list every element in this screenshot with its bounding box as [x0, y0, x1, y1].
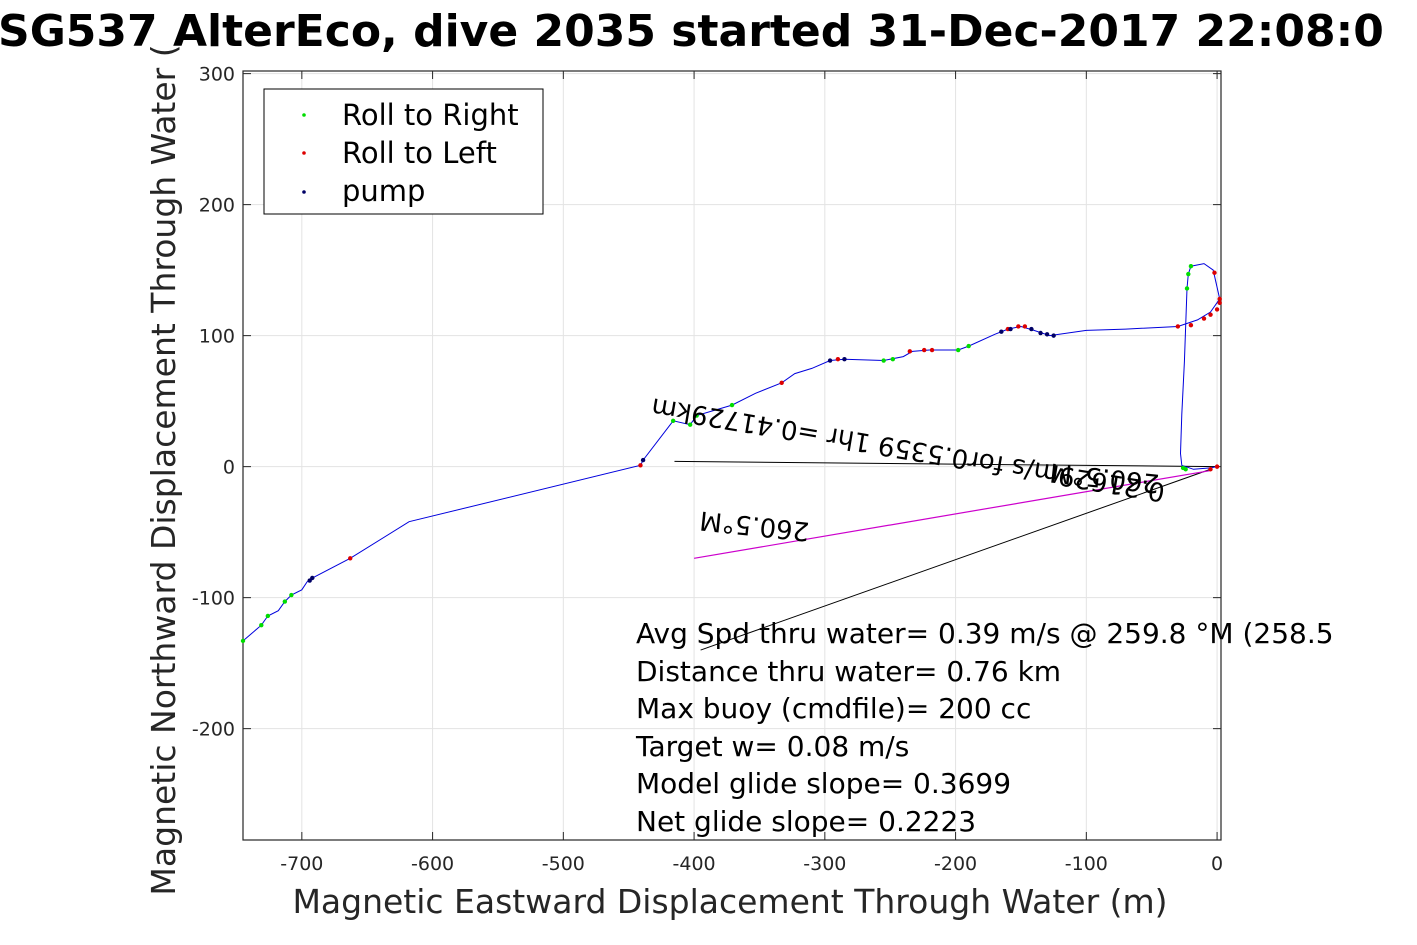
roll-left-point — [1212, 270, 1217, 275]
roll-left-point — [1175, 324, 1181, 329]
pump-point — [1038, 330, 1043, 336]
x-tick-label: -400 — [673, 853, 716, 875]
plot-area — [240, 263, 1222, 651]
legend-marker-pump — [302, 190, 306, 194]
pump-point — [999, 329, 1004, 334]
roll-left-point — [1022, 324, 1028, 329]
roll-right-point — [265, 613, 271, 619]
roll-left-point — [1214, 307, 1220, 312]
x-tick-label: -200 — [934, 853, 977, 875]
roll-right-point — [259, 622, 264, 628]
roll-left-point — [1208, 467, 1213, 472]
roll-right-point — [729, 402, 735, 408]
legend-box — [263, 88, 544, 215]
stat-net-glide: Net glide slope= 0.2223 — [636, 805, 976, 838]
legend-label-roll-right: Roll to Right — [342, 98, 519, 132]
legend-label-pump: pump — [342, 174, 425, 208]
roll-left-point — [348, 556, 353, 561]
y-tick-label: -200 — [192, 719, 235, 741]
legend-marker-roll-left — [302, 151, 306, 155]
reference-line — [700, 468, 1211, 651]
roll-right-point — [1186, 271, 1191, 277]
y-tick-label: 200 — [199, 195, 235, 217]
y-axis-label: Magnetic Northward Displacement Through … — [144, 44, 183, 895]
chart-title: SG537 AlterEco, dive 2035 started 31-Dec… — [0, 6, 1384, 57]
pump-point — [827, 358, 833, 363]
y-tick-label: 0 — [223, 457, 235, 479]
roll-right-point — [282, 599, 288, 604]
roll-right-point — [694, 413, 699, 418]
stats-block: Avg Spd thru water= 0.39 m/s @ 259.8 °M … — [635, 617, 1334, 838]
roll-right-point — [966, 343, 971, 349]
x-tick-label: -100 — [1065, 853, 1108, 875]
roll-left-point — [1214, 464, 1220, 469]
x-axis-label: Magnetic Eastward Displacement Through W… — [292, 882, 1167, 921]
stat-avg-speed: Avg Spd thru water= 0.39 m/s @ 259.8 °M … — [636, 617, 1334, 650]
roll-left-point — [835, 357, 841, 362]
roll-left-point — [1201, 316, 1207, 321]
stat-distance: Distance thru water= 0.76 km — [636, 655, 1061, 688]
roll-right-point — [240, 638, 246, 644]
current-vector-line — [693, 469, 1211, 559]
x-tick-label: 0 — [1211, 853, 1223, 875]
track-line — [242, 263, 1221, 642]
x-tick-label: -700 — [280, 853, 323, 875]
roll-right-point — [687, 422, 693, 427]
roll-left-point — [907, 349, 913, 354]
roll-right-point — [890, 357, 896, 362]
heading-annotation-2: 260.5°M — [698, 505, 810, 546]
roll-right-point — [289, 592, 294, 598]
roll-left-point — [1188, 322, 1194, 328]
axes-frame — [242, 70, 1222, 841]
y-tick-label: 300 — [199, 64, 235, 86]
roll-left-point — [1217, 296, 1222, 302]
axis-tick-labels: -700 -600 -500 -400 -300 -200 -100 0 300 200 100 0 -… — [192, 64, 1223, 875]
roll-right-point — [1183, 467, 1188, 472]
x-tick-label: -300 — [803, 853, 846, 875]
roll-right-point — [1188, 263, 1194, 269]
roll-right-point — [670, 418, 676, 423]
current-annotation: 0.21629m/s for0.5359 1hr =0.41729km — [649, 391, 1167, 506]
x-tick-label: -600 — [411, 853, 454, 875]
pump-point — [842, 357, 847, 362]
pump-point — [1008, 326, 1013, 332]
x-tick-label: -500 — [542, 853, 585, 875]
reference-line — [674, 460, 1218, 468]
roll-left-point — [779, 380, 784, 385]
roll-right-point — [1184, 286, 1190, 291]
roll-left-point — [638, 463, 643, 468]
stat-model-glide: Model glide slope= 0.3699 — [636, 767, 1011, 800]
roll-left-point — [922, 347, 927, 353]
roll-right-point — [955, 347, 961, 353]
roll-left-point — [929, 347, 935, 353]
pump-point — [1044, 332, 1050, 337]
legend: Roll to Right Roll to Left pump — [263, 88, 544, 215]
pump-point — [1029, 326, 1034, 332]
roll-left-point — [1208, 312, 1213, 317]
y-tick-label: 100 — [199, 326, 235, 348]
legend-label-roll-left: Roll to Left — [342, 136, 497, 170]
pump-point — [310, 575, 315, 581]
roll-left-point — [1016, 324, 1021, 329]
legend-marker-roll-right — [302, 113, 306, 117]
pump-point — [640, 457, 646, 463]
stat-max-buoy: Max buoy (cmdfile)= 200 cc — [636, 692, 1031, 725]
y-tick-label: -100 — [192, 588, 235, 610]
roll-right-point — [881, 358, 886, 363]
grid-lines — [243, 71, 1221, 840]
roll-left-point — [1217, 300, 1222, 306]
stat-target-w: Target w= 0.08 m/s — [635, 730, 909, 763]
pump-point — [1051, 333, 1056, 338]
